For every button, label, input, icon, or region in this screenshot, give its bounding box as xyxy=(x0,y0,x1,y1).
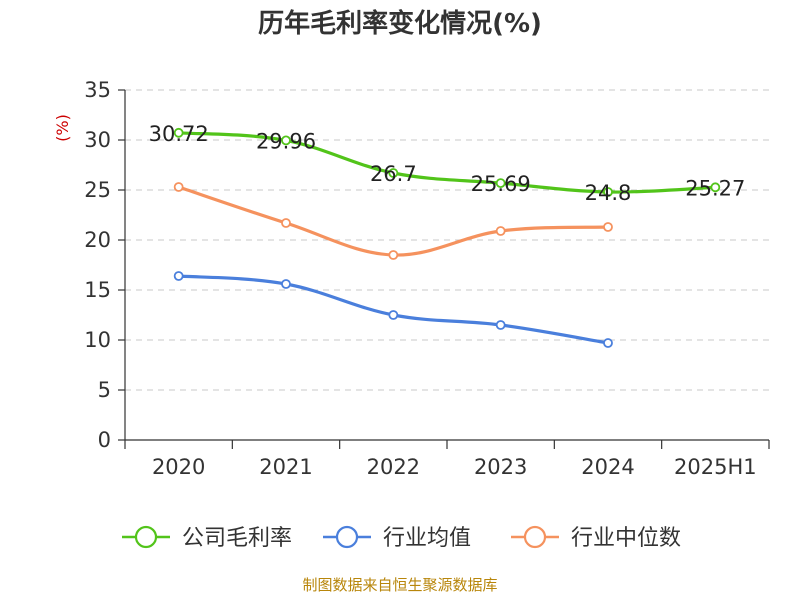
legend-swatch-marker xyxy=(134,525,158,549)
x-tick-label: 2022 xyxy=(367,455,420,479)
data-labels: 30.72 29.96 26.7 25.69 24.8 25.27 xyxy=(149,122,746,205)
legend-item-2: 行业中位数 xyxy=(511,525,681,551)
legend-item-0: 公司毛利率 xyxy=(122,525,292,551)
legend: 公司毛利率 行业均值 行业中位数 xyxy=(122,525,681,551)
data-label: 25.69 xyxy=(471,172,531,196)
y-axis: 0 5 10 15 20 25 30 35 xyxy=(84,78,126,452)
legend-label: 行业中位数 xyxy=(571,526,681,551)
x-axis: 2020 2021 2022 2023 2024 2025H1 xyxy=(124,439,770,479)
series-point-1 xyxy=(388,310,399,320)
x-tick-label: 2025H1 xyxy=(674,455,757,479)
series-point-0 xyxy=(388,168,399,178)
series-point-1 xyxy=(603,338,613,348)
y-tick-label: 25 xyxy=(84,178,111,202)
series-point-0 xyxy=(173,127,184,138)
data-label: 29.96 xyxy=(256,129,316,153)
y-tick-label: 10 xyxy=(84,328,111,352)
y-tick-label: 0 xyxy=(98,428,111,452)
series-point-0 xyxy=(603,187,613,197)
y-tick-label: 35 xyxy=(84,78,111,102)
data-label: 24.8 xyxy=(585,181,632,205)
series-point-2 xyxy=(281,218,291,228)
y-tick-label: 15 xyxy=(84,278,111,302)
legend-swatch-marker xyxy=(523,525,547,549)
series-point-0 xyxy=(281,135,291,146)
series-point-1 xyxy=(173,271,184,281)
y-tick-label: 5 xyxy=(98,378,111,402)
chart-title: 历年毛利率变化情况(%) xyxy=(258,8,542,39)
data-label: 25.27 xyxy=(685,176,745,200)
legend-label: 公司毛利率 xyxy=(182,526,292,551)
series-point-2 xyxy=(173,182,184,192)
y-axis-unit: (%) xyxy=(53,114,72,142)
source-note: 制图数据来自恒生聚源数据库 xyxy=(302,576,497,594)
legend-item-1: 行业均值 xyxy=(323,525,471,551)
series-line-1 xyxy=(177,274,610,345)
legend-swatch-marker xyxy=(335,525,359,549)
x-tick-label: 2024 xyxy=(581,455,634,479)
series-point-2 xyxy=(495,226,506,236)
series-group xyxy=(173,127,721,348)
series-point-1 xyxy=(495,320,506,330)
series-point-0 xyxy=(495,178,506,189)
series-line-0 xyxy=(177,131,717,194)
series-point-2 xyxy=(603,222,613,232)
series-line-2 xyxy=(177,185,610,257)
series-point-2 xyxy=(388,250,399,260)
series-point-1 xyxy=(281,279,291,289)
legend-label: 行业均值 xyxy=(383,526,471,551)
data-label: 30.72 xyxy=(149,122,209,146)
series-point-0 xyxy=(710,182,721,193)
y-tick-label: 30 xyxy=(84,128,111,152)
y-tick-label: 20 xyxy=(84,228,111,252)
gridlines xyxy=(125,89,769,391)
data-label: 26.7 xyxy=(370,162,417,186)
x-tick-label: 2020 xyxy=(152,455,205,479)
x-tick-label: 2021 xyxy=(259,455,312,479)
x-tick-label: 2023 xyxy=(474,455,527,479)
